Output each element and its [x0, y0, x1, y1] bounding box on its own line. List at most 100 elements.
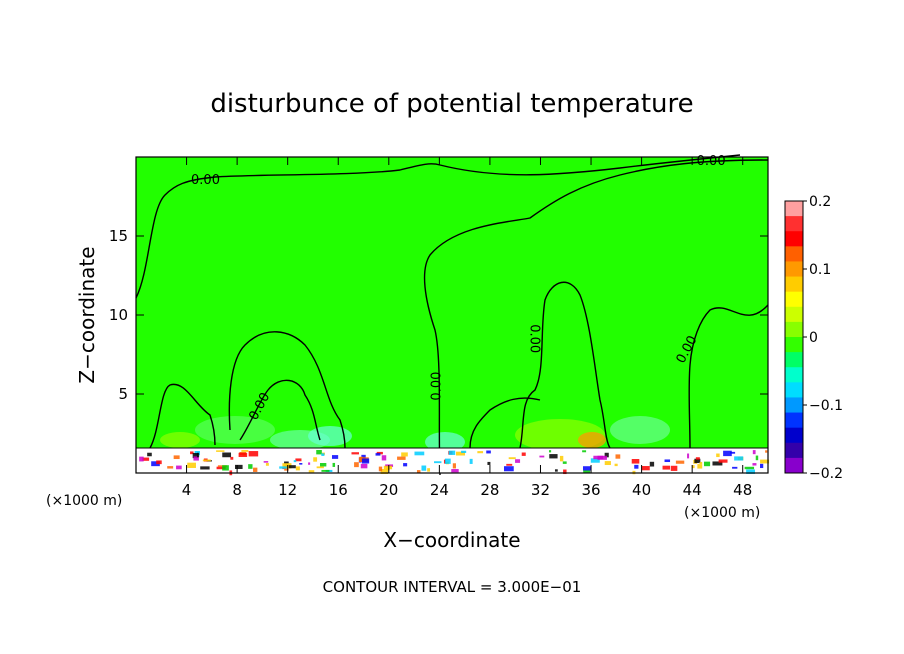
turbulence-mark — [142, 457, 150, 461]
turbulence-mark — [316, 466, 324, 469]
turbulence-mark — [451, 469, 459, 473]
turbulence-mark — [732, 466, 738, 469]
colorbar-swatch — [785, 382, 803, 398]
turbulence-mark — [549, 454, 558, 459]
turbulence-mark — [452, 463, 456, 469]
contour-lines — [135, 154, 769, 476]
turbulence-mark — [604, 461, 611, 466]
x-tick-label: 4 — [182, 481, 192, 499]
x-tick-label: 32 — [531, 481, 550, 499]
turbulence-mark — [308, 470, 315, 473]
contour-line-left-lobe — [149, 383, 216, 449]
turbulence-mark — [670, 465, 678, 471]
turbulence-mark — [508, 457, 516, 460]
turbulence-mark — [332, 462, 336, 467]
turbulence-mark — [760, 459, 770, 464]
field-patch — [195, 416, 275, 444]
turbulence-mark — [299, 463, 303, 465]
turbulence-mark — [414, 451, 425, 456]
colorbar: 0.2 0.1 0 −0.1 −0.2 — [784, 194, 843, 482]
turbulence-mark — [222, 465, 229, 471]
turbulence-mark — [448, 450, 456, 455]
contour-line-peak — [519, 281, 611, 449]
turbulence-mark — [752, 463, 757, 466]
turbulence-mark — [554, 469, 558, 472]
x-tick-label: 16 — [329, 481, 348, 499]
plot-area: 0.000.000.000.000.00 0.00 4 8 12 16 20 24 28 32 3… — [109, 154, 770, 499]
contour-label: 0.00 — [191, 173, 220, 188]
colorbar-tick-label: 0 — [809, 330, 818, 346]
turbulence-mark — [765, 450, 768, 453]
turbulence-mark — [562, 461, 567, 464]
turbulence-mark — [699, 461, 703, 465]
field-patch — [160, 432, 200, 448]
turbulence-mark — [380, 469, 389, 474]
turbulence-mark — [744, 466, 755, 470]
turbulence-mark — [176, 465, 182, 470]
colorbar-swatch — [785, 201, 803, 217]
turbulence-mark — [295, 458, 302, 462]
turbulence-mark — [486, 450, 491, 454]
colorbar-tick-label: −0.2 — [809, 466, 843, 482]
turbulence-mark — [187, 462, 196, 468]
turbulence-mark — [416, 470, 421, 474]
colorbar-swatch — [785, 291, 803, 308]
field-patch — [425, 432, 465, 452]
turbulence-mark — [288, 465, 296, 469]
turbulence-mark — [156, 460, 162, 465]
turbulence-mark — [316, 450, 322, 455]
x-tick-label: 36 — [581, 481, 600, 499]
colorbar-swatch — [785, 457, 803, 474]
turbulence-mark — [503, 466, 514, 472]
turbulence-mark — [752, 450, 756, 455]
contour-line-mid-lobe — [228, 331, 346, 449]
turbulence-mark — [147, 452, 152, 457]
contour-line-top — [135, 154, 741, 299]
turbulence-mark — [313, 457, 318, 462]
turbulence-mark — [703, 461, 711, 467]
y-tick-label: 10 — [109, 306, 128, 324]
x-tick-label: 48 — [733, 481, 752, 499]
x-ticks: 4 8 12 16 20 24 28 32 36 40 44 48 — [182, 157, 752, 499]
colorbar-swatch — [785, 352, 803, 368]
turbulence-mark — [378, 466, 383, 472]
turbulence-mark — [295, 466, 300, 471]
y-ticks: 5 10 15 — [109, 227, 768, 403]
turbulence-mark — [456, 451, 466, 456]
turbulence-mark — [760, 463, 764, 469]
contour-label: 0.00 — [697, 154, 726, 169]
colorbar-tick-label: −0.1 — [809, 398, 843, 414]
colorbar-swatch — [785, 337, 803, 353]
turbulence-mark — [241, 450, 249, 452]
turbulence-mark — [515, 459, 521, 463]
y-tick-label: 5 — [118, 385, 128, 403]
turbulence-mark — [139, 456, 144, 462]
turbulence-mark — [375, 453, 381, 456]
contour-line-inner-lobe — [239, 379, 321, 441]
turbulence-mark — [730, 451, 736, 454]
colorbar-swatch — [785, 246, 803, 262]
turbulence-mark — [360, 463, 368, 469]
turbulence-mark — [697, 464, 703, 469]
turbulence-mark — [284, 461, 289, 464]
turbulence-mark — [604, 452, 609, 458]
turbulence-mark — [712, 461, 723, 466]
colorbar-swatch — [785, 397, 803, 414]
turbulence-mark — [386, 467, 390, 471]
turbulence-mark — [263, 461, 269, 463]
turbulence-mark — [631, 459, 640, 464]
turbulence-mark — [361, 454, 366, 460]
turbulence-mark — [469, 458, 473, 464]
turbulence-mark — [539, 455, 545, 458]
turbulence-mark — [506, 463, 513, 466]
turbulence-mark — [487, 461, 491, 465]
chart-title: disturbunce of potential temperature — [210, 89, 693, 119]
turbulence-mark — [559, 455, 564, 462]
turbulence-mark — [675, 460, 685, 464]
turbulence-mark — [403, 463, 408, 467]
turbulence-mark — [664, 459, 671, 463]
y-tick-label: 15 — [109, 227, 128, 245]
contour-line-right-upper — [423, 159, 769, 476]
turbulence-mark — [477, 451, 484, 454]
colorbar-swatch — [785, 306, 803, 323]
